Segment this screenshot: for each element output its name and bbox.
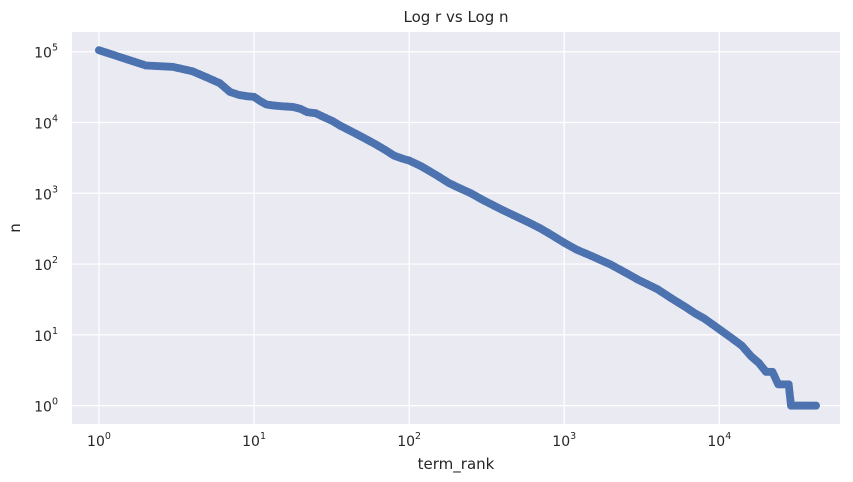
x-tick-label: 101 (242, 431, 266, 450)
x-tick-label: 103 (552, 431, 576, 450)
plot-area (72, 32, 840, 424)
x-tick-label: 104 (707, 431, 731, 450)
y-tick-label: 105 (34, 43, 58, 62)
x-axis-label: term_rank (418, 455, 495, 474)
y-tick-label: 100 (34, 397, 58, 416)
x-tick-labels: 100 101 102 103 104 (87, 431, 731, 450)
chart-title: Log r vs Log n (403, 8, 508, 26)
y-tick-labels: 100 101 102 103 104 105 (34, 43, 58, 416)
y-tick-label: 102 (34, 255, 58, 274)
y-tick-label: 103 (34, 184, 58, 203)
data-points (94, 46, 820, 410)
y-axis-label: n (6, 223, 24, 233)
y-tick-label: 101 (34, 326, 58, 345)
y-tick-label: 104 (34, 114, 58, 133)
data-point-cluster (809, 401, 818, 410)
x-tick-label: 100 (87, 431, 111, 450)
x-tick-label: 102 (397, 431, 421, 450)
grid-lines (72, 32, 840, 424)
